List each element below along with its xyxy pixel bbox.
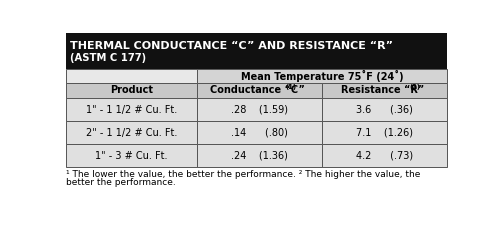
Bar <box>322 83 447 98</box>
Text: .14      (.80): .14 (.80) <box>232 128 288 138</box>
Text: 1" - 1 1/2 # Cu. Ft.: 1" - 1 1/2 # Cu. Ft. <box>86 105 177 115</box>
Bar <box>322 98 447 121</box>
Bar <box>198 69 447 83</box>
Bar <box>66 144 198 167</box>
Text: (1): (1) <box>286 84 296 90</box>
Text: better the performance.: better the performance. <box>66 178 176 187</box>
Text: 3.6      (.36): 3.6 (.36) <box>356 105 413 115</box>
Text: Resistance “R”: Resistance “R” <box>340 85 424 95</box>
Text: 1" - 3 # Cu. Ft.: 1" - 3 # Cu. Ft. <box>95 151 168 161</box>
Text: Product: Product <box>110 85 153 95</box>
Text: 2" - 1 1/2 # Cu. Ft.: 2" - 1 1/2 # Cu. Ft. <box>86 128 177 138</box>
Bar <box>322 144 447 167</box>
Text: (ASTM C 177): (ASTM C 177) <box>70 53 146 63</box>
Bar <box>66 83 198 98</box>
Bar <box>198 98 322 121</box>
Text: 4.2      (.73): 4.2 (.73) <box>356 151 413 161</box>
Bar <box>198 83 322 98</box>
Bar <box>198 144 322 167</box>
Text: Mean Temperature 75˚F (24˚): Mean Temperature 75˚F (24˚) <box>241 70 404 82</box>
Text: ¹ The lower the value, the better the performance. ² The higher the value, the: ¹ The lower the value, the better the pe… <box>66 170 420 179</box>
Text: Conductance “C”: Conductance “C” <box>210 85 305 95</box>
Text: .28    (1.59): .28 (1.59) <box>231 105 288 115</box>
Text: (2): (2) <box>410 84 420 90</box>
Bar <box>322 121 447 144</box>
Text: 7.1    (1.26): 7.1 (1.26) <box>356 128 413 138</box>
Bar <box>66 33 447 69</box>
Bar <box>66 121 198 144</box>
Bar <box>66 69 198 83</box>
Bar <box>66 98 198 121</box>
Bar <box>198 121 322 144</box>
Text: THERMAL CONDUCTANCE “C” AND RESISTANCE “R”: THERMAL CONDUCTANCE “C” AND RESISTANCE “… <box>70 41 393 51</box>
Text: .24    (1.36): .24 (1.36) <box>232 151 288 161</box>
